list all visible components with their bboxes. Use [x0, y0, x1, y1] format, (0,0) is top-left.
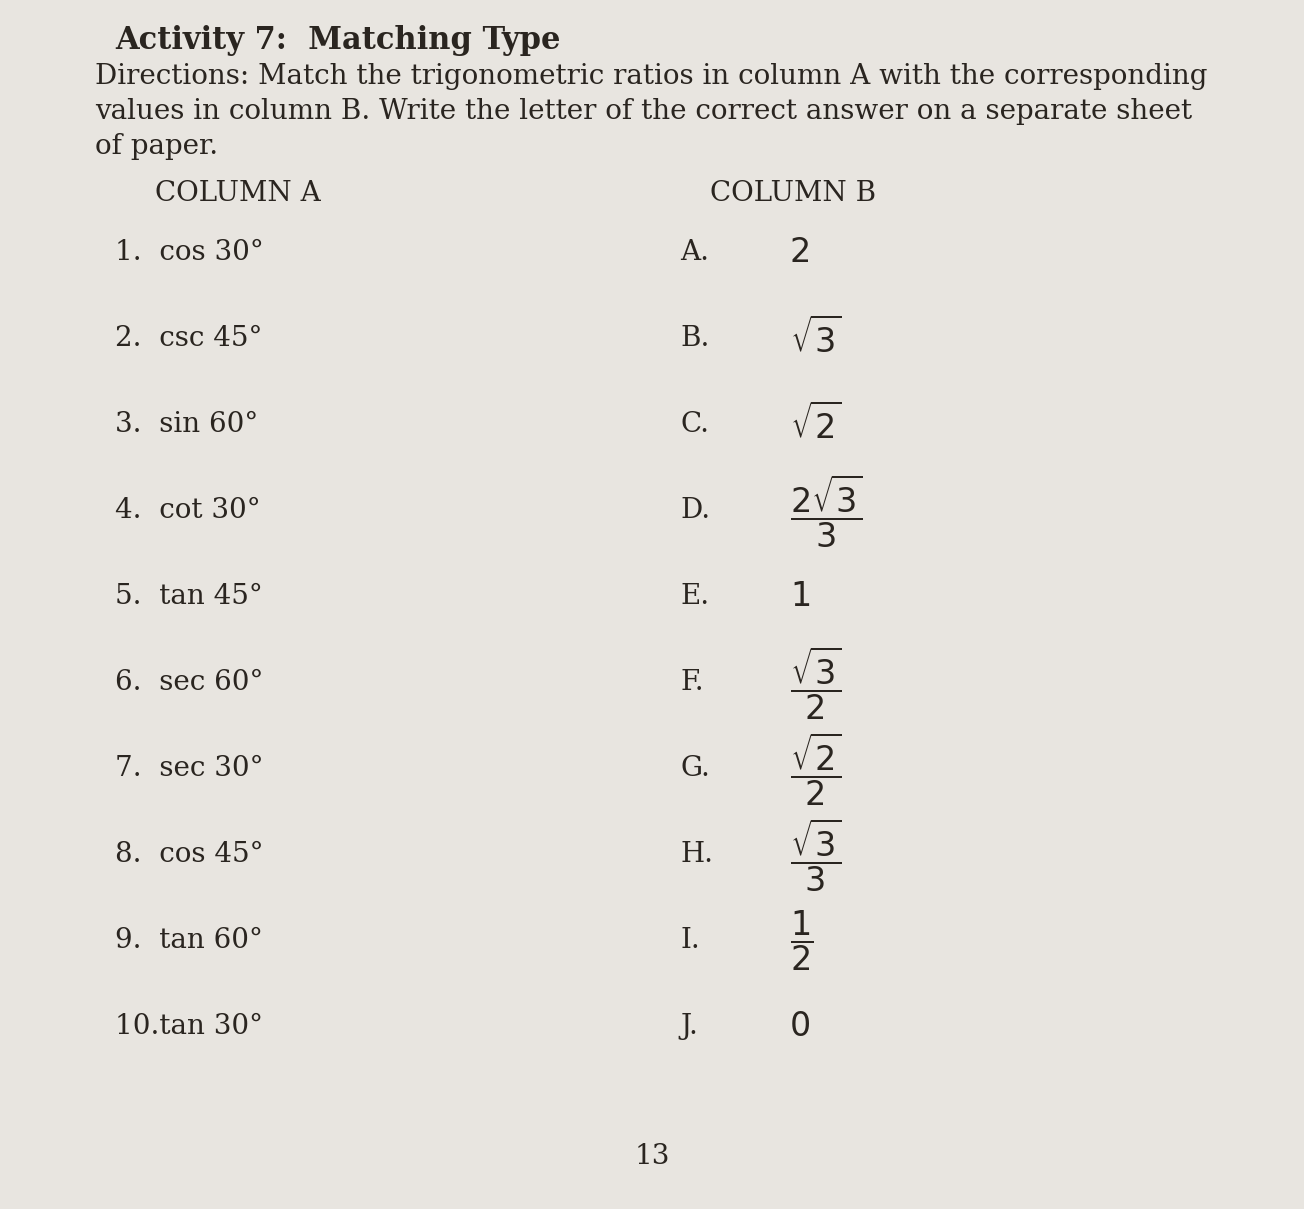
Text: 5.  tan 45°: 5. tan 45° — [115, 584, 262, 611]
Text: of paper.: of paper. — [95, 133, 218, 160]
Text: 8.  cos 45°: 8. cos 45° — [115, 841, 263, 868]
Text: I.: I. — [679, 927, 700, 954]
Text: COLUMN A: COLUMN A — [155, 180, 321, 207]
Text: $\sqrt{2}$: $\sqrt{2}$ — [790, 404, 841, 446]
Text: 1.  cos 30°: 1. cos 30° — [115, 239, 263, 266]
Text: $\dfrac{2\sqrt{3}}{3}$: $\dfrac{2\sqrt{3}}{3}$ — [790, 473, 863, 550]
Text: 1: 1 — [790, 580, 811, 613]
Text: D.: D. — [679, 497, 711, 525]
Text: B.: B. — [679, 325, 709, 353]
Text: C.: C. — [679, 411, 709, 439]
Text: 3.  sin 60°: 3. sin 60° — [115, 411, 258, 439]
Text: 2: 2 — [790, 237, 811, 270]
Text: E.: E. — [679, 584, 709, 611]
Text: $\dfrac{1}{2}$: $\dfrac{1}{2}$ — [790, 909, 814, 973]
Text: $\sqrt{3}$: $\sqrt{3}$ — [790, 318, 841, 360]
Text: $\dfrac{\sqrt{3}}{2}$: $\dfrac{\sqrt{3}}{2}$ — [790, 644, 841, 722]
Text: 7.  sec 30°: 7. sec 30° — [115, 756, 263, 782]
Text: F.: F. — [679, 670, 704, 696]
Text: H.: H. — [679, 841, 713, 868]
Text: Activity 7:  Matching Type: Activity 7: Matching Type — [115, 25, 561, 56]
Text: COLUMN B: COLUMN B — [709, 180, 876, 207]
Text: 9.  tan 60°: 9. tan 60° — [115, 927, 263, 954]
Text: $\dfrac{\sqrt{2}}{2}$: $\dfrac{\sqrt{2}}{2}$ — [790, 730, 841, 808]
Text: 4.  cot 30°: 4. cot 30° — [115, 497, 261, 525]
Text: J.: J. — [679, 1013, 698, 1041]
Text: G.: G. — [679, 756, 709, 782]
Text: 6.  sec 60°: 6. sec 60° — [115, 670, 263, 696]
Text: $\dfrac{\sqrt{3}}{3}$: $\dfrac{\sqrt{3}}{3}$ — [790, 816, 841, 893]
Text: 2.  csc 45°: 2. csc 45° — [115, 325, 262, 353]
Text: 13: 13 — [634, 1143, 670, 1170]
Text: 10.tan 30°: 10.tan 30° — [115, 1013, 263, 1041]
Text: Directions: Match the trigonometric ratios in column A with the corresponding: Directions: Match the trigonometric rati… — [95, 63, 1208, 89]
Text: values in column B. Write the letter of the correct answer on a separate sheet: values in column B. Write the letter of … — [95, 98, 1192, 125]
Text: A.: A. — [679, 239, 709, 266]
Text: 0: 0 — [790, 1011, 811, 1043]
